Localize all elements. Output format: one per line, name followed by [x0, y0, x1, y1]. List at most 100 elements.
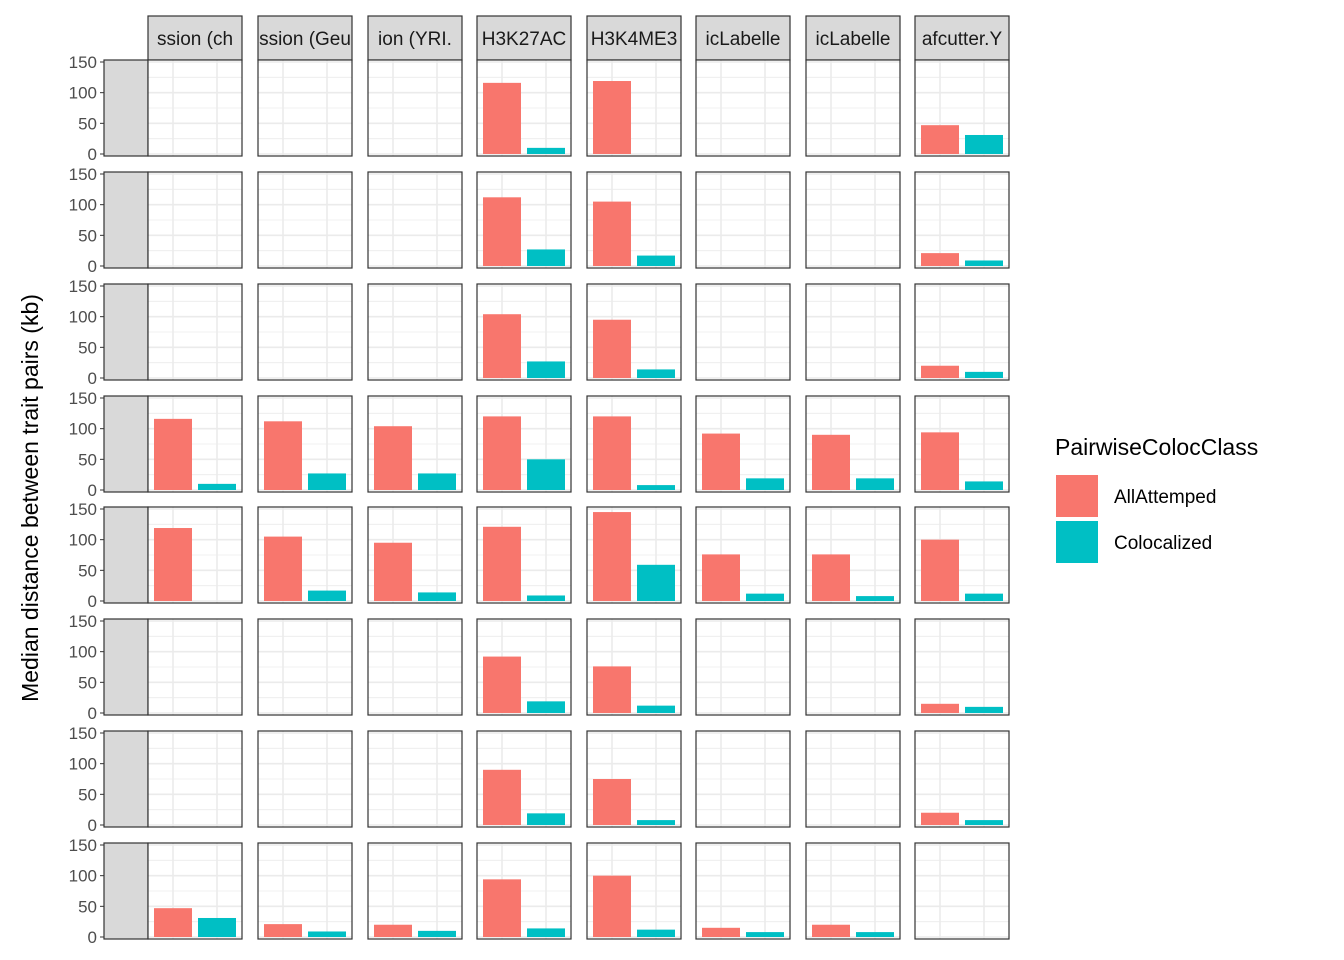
- facet-panel: [147, 842, 243, 940]
- y-tick-label: 150: [69, 724, 97, 743]
- y-tick-label: 100: [69, 84, 97, 103]
- facet-panel: [695, 618, 791, 716]
- legend-label: AllAttemped: [1114, 487, 1216, 508]
- bar-allattemped: [374, 426, 412, 490]
- y-axis-title: Median distance between trait pairs (kb): [17, 294, 43, 702]
- row-strip: icLabelle: [103, 618, 149, 716]
- facet-panel: [476, 395, 572, 493]
- column-strip-label: ssion (Geu: [259, 29, 351, 50]
- facet-panel: [147, 618, 243, 716]
- facet-panel: [257, 730, 353, 828]
- column-strip-label: ssion (ch: [157, 29, 233, 50]
- bar-colocalized: [965, 134, 1003, 154]
- bar-colocalized: [308, 473, 346, 490]
- bar-allattemped: [593, 779, 631, 825]
- bar-colocalized: [527, 459, 565, 490]
- bar-allattemped: [483, 82, 521, 154]
- facet-panel: [147, 730, 243, 828]
- bar-allattemped: [483, 769, 521, 825]
- y-tick-label: 50: [78, 897, 97, 916]
- facet-panel: [695, 506, 791, 604]
- facet-panel: [586, 395, 682, 493]
- bar-colocalized: [637, 929, 675, 937]
- facet-panel: [914, 171, 1010, 269]
- legend-title: PairwiseColocClass: [1055, 434, 1258, 460]
- y-tick-label: 100: [69, 643, 97, 662]
- facet-panel: [367, 842, 463, 940]
- y-tick-label: 50: [78, 226, 97, 245]
- facet-panel: [695, 395, 791, 493]
- y-tick-label: 0: [88, 704, 97, 723]
- column-strip: H3K4ME3: [586, 15, 682, 61]
- column-strip-label: afcutter.Y: [922, 29, 1003, 50]
- bar-allattemped: [812, 924, 850, 937]
- facet-panel: [476, 506, 572, 604]
- bar-allattemped: [593, 416, 631, 490]
- facet-panel: [257, 395, 353, 493]
- bar-colocalized: [418, 473, 456, 490]
- bar-allattemped: [483, 656, 521, 713]
- bar-colocalized: [527, 701, 565, 713]
- column-strip-label: icLabelle: [816, 29, 891, 50]
- bar-allattemped: [483, 416, 521, 490]
- bar-allattemped: [593, 875, 631, 937]
- panels-layer: ssion (ch ssion (Geu ion (YRI. H3K27AC H3K4M…: [69, 15, 1010, 947]
- y-tick-label: 150: [69, 53, 97, 72]
- bar-colocalized: [527, 813, 565, 825]
- bar-allattemped: [483, 526, 521, 601]
- y-tick-label: 150: [69, 277, 97, 296]
- y-tick-label: 0: [88, 257, 97, 276]
- facet-panel: [586, 171, 682, 269]
- bar-allattemped: [812, 554, 850, 601]
- facet-panel: [476, 618, 572, 716]
- bar-colocalized: [308, 590, 346, 601]
- legend-item: Colocalized: [1056, 521, 1212, 563]
- facet-panel: [695, 59, 791, 157]
- bar-allattemped: [921, 365, 959, 378]
- y-tick-label: 150: [69, 389, 97, 408]
- facet-panel: [695, 730, 791, 828]
- legend-label: Colocalized: [1114, 533, 1212, 554]
- bar-colocalized: [965, 820, 1003, 825]
- bar-colocalized: [637, 255, 675, 266]
- bar-colocalized: [418, 592, 456, 601]
- y-tick-label: 150: [69, 165, 97, 184]
- y-tick-label: 50: [78, 561, 97, 580]
- facet-panel: [805, 618, 901, 716]
- facet-panel: [476, 842, 572, 940]
- facet-panel: [476, 730, 572, 828]
- facet-panel: [367, 171, 463, 269]
- bar-allattemped: [593, 201, 631, 266]
- row-strip: icLabelle: [103, 730, 149, 828]
- facet-panel: [805, 395, 901, 493]
- facet-panel: [147, 283, 243, 381]
- bar-allattemped: [483, 197, 521, 266]
- bar-allattemped: [593, 81, 631, 154]
- bar-allattemped: [154, 908, 192, 937]
- bar-allattemped: [702, 927, 740, 937]
- facet-panel: [147, 395, 243, 493]
- facet-panel: [147, 171, 243, 269]
- column-strip-label: H3K4ME3: [591, 29, 678, 50]
- facet-panel: [914, 618, 1010, 716]
- column-strip: ion (YRI.: [367, 15, 463, 61]
- bar-colocalized: [198, 483, 236, 490]
- bar-allattemped: [374, 924, 412, 937]
- facet-panel: [147, 59, 243, 157]
- bar-allattemped: [702, 554, 740, 601]
- y-tick-label: 150: [69, 612, 97, 631]
- row-strip: afcutter.Y: [103, 842, 149, 940]
- bar-allattemped: [921, 432, 959, 490]
- bar-allattemped: [154, 418, 192, 490]
- row-strip: ssion (Geu: [103, 171, 149, 269]
- facet-panel: [805, 730, 901, 828]
- facet-panel: [805, 842, 901, 940]
- bar-colocalized: [965, 260, 1003, 266]
- y-tick-label: 0: [88, 369, 97, 388]
- bar-colocalized: [637, 564, 675, 601]
- column-strip-label: icLabelle: [706, 29, 781, 50]
- bar-colocalized: [637, 369, 675, 378]
- facet-panel: [476, 283, 572, 381]
- facet-panel: [586, 730, 682, 828]
